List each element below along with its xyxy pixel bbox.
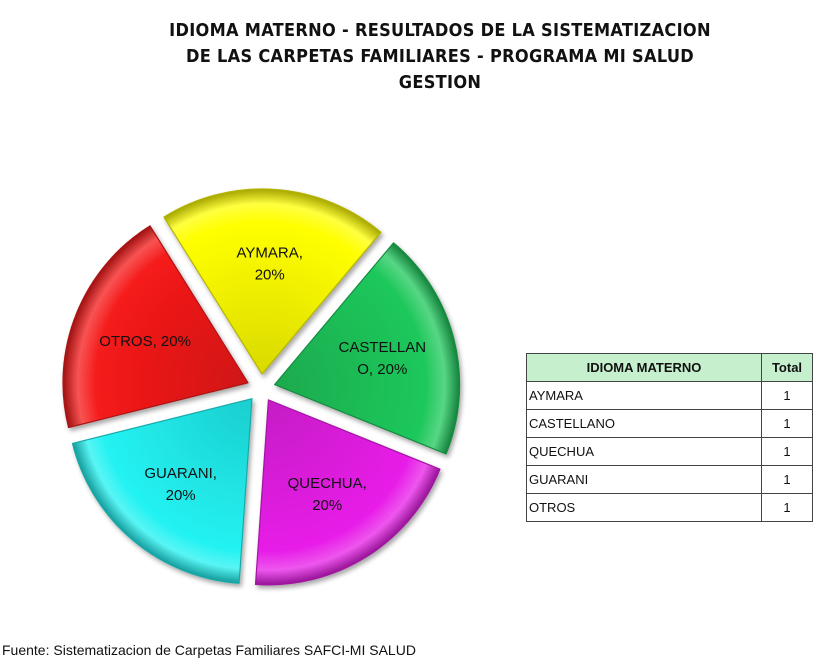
source-note: Fuente: Sistematizacion de Carpetas Fami…	[2, 642, 416, 658]
row-category: QUECHUA	[526, 437, 762, 466]
title-line-3: GESTION	[398, 72, 482, 93]
chart-title: IDIOMA MATERNO - RESULTADOS DE LA SISTEM…	[150, 18, 730, 96]
table-row: CASTELLANO 1	[526, 409, 813, 438]
row-category: GUARANI	[526, 465, 762, 494]
row-category: AYMARA	[526, 381, 762, 410]
row-total: 1	[761, 381, 813, 410]
slice-label-guarani: GUARANI, 20%	[144, 465, 217, 504]
title-line-2: DE LAS CARPETAS FAMILIARES - PROGRAMA MI…	[185, 46, 695, 67]
pie-slice-castellano	[273, 242, 461, 455]
table-header-row: IDIOMA MATERNO Total	[526, 353, 813, 382]
row-total: 1	[761, 437, 813, 466]
row-total: 1	[761, 409, 813, 438]
pie-slice-aymara	[163, 188, 382, 375]
header-total: Total	[761, 353, 813, 382]
row-category: OTROS	[526, 493, 762, 522]
slice-label-quechua: QUECHUA, 20%	[288, 475, 367, 514]
pie-slice-guarani	[71, 398, 253, 584]
pie-slice-otros	[62, 225, 249, 429]
slice-label-aymara: AYMARA, 20%	[237, 244, 303, 283]
table-row: AYMARA 1	[526, 381, 813, 410]
row-total: 1	[761, 493, 813, 522]
table-row: QUECHUA 1	[526, 437, 813, 466]
row-category: CASTELLANO	[526, 409, 762, 438]
header-idioma: IDIOMA MATERNO	[526, 353, 762, 382]
row-total: 1	[761, 465, 813, 494]
pie-slice-quechua	[254, 399, 441, 586]
slice-label-castellano: CASTELLAN O, 20%	[339, 339, 427, 378]
title-line-1: IDIOMA MATERNO - RESULTADOS DE LA SISTEM…	[169, 20, 711, 41]
slice-label-otros: OTROS, 20%	[99, 333, 191, 350]
data-table: IDIOMA MATERNO Total AYMARA 1 CASTELLANO…	[526, 353, 813, 522]
table-row: OTROS 1	[526, 493, 813, 522]
table-row: GUARANI 1	[526, 465, 813, 494]
